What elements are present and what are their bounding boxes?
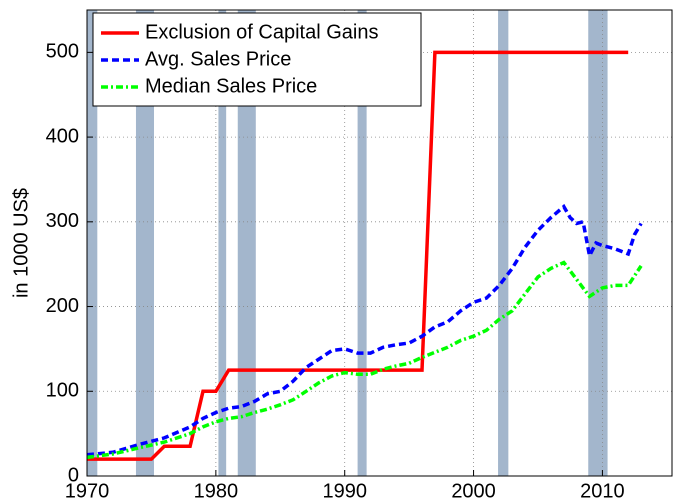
shaded-region: [357, 10, 367, 476]
x-tick-label: 2000: [451, 480, 496, 502]
legend-label: Avg. Sales Price: [145, 48, 291, 70]
plot-frame: [86, 9, 673, 477]
x-tick-label: 2010: [580, 480, 625, 502]
shaded-region: [135, 10, 155, 476]
y-tick-label: 100: [46, 380, 79, 402]
y-axis-label: in 1000 US$: [10, 188, 32, 298]
shaded-region: [87, 10, 98, 476]
legend-label: Exclusion of Capital Gains: [145, 21, 378, 43]
legend-label: Median Sales Price: [145, 75, 317, 97]
x-tick-label: 1990: [322, 480, 367, 502]
x-tick-label: 1980: [194, 480, 239, 502]
x-tick-label: 1970: [65, 480, 110, 502]
shaded-region: [498, 10, 509, 476]
y-tick-label: 0: [68, 464, 79, 486]
y-tick-label: 200: [46, 295, 79, 317]
series-line: [87, 50, 629, 461]
y-tick-label: 400: [46, 125, 79, 147]
shaded-region: [218, 10, 227, 476]
series-line: [86, 203, 643, 457]
series-line: [86, 260, 643, 460]
shaded-region: [237, 10, 256, 476]
legend-box: [92, 12, 422, 107]
y-tick-label: 300: [46, 210, 79, 232]
y-tick-label: 500: [46, 41, 79, 63]
